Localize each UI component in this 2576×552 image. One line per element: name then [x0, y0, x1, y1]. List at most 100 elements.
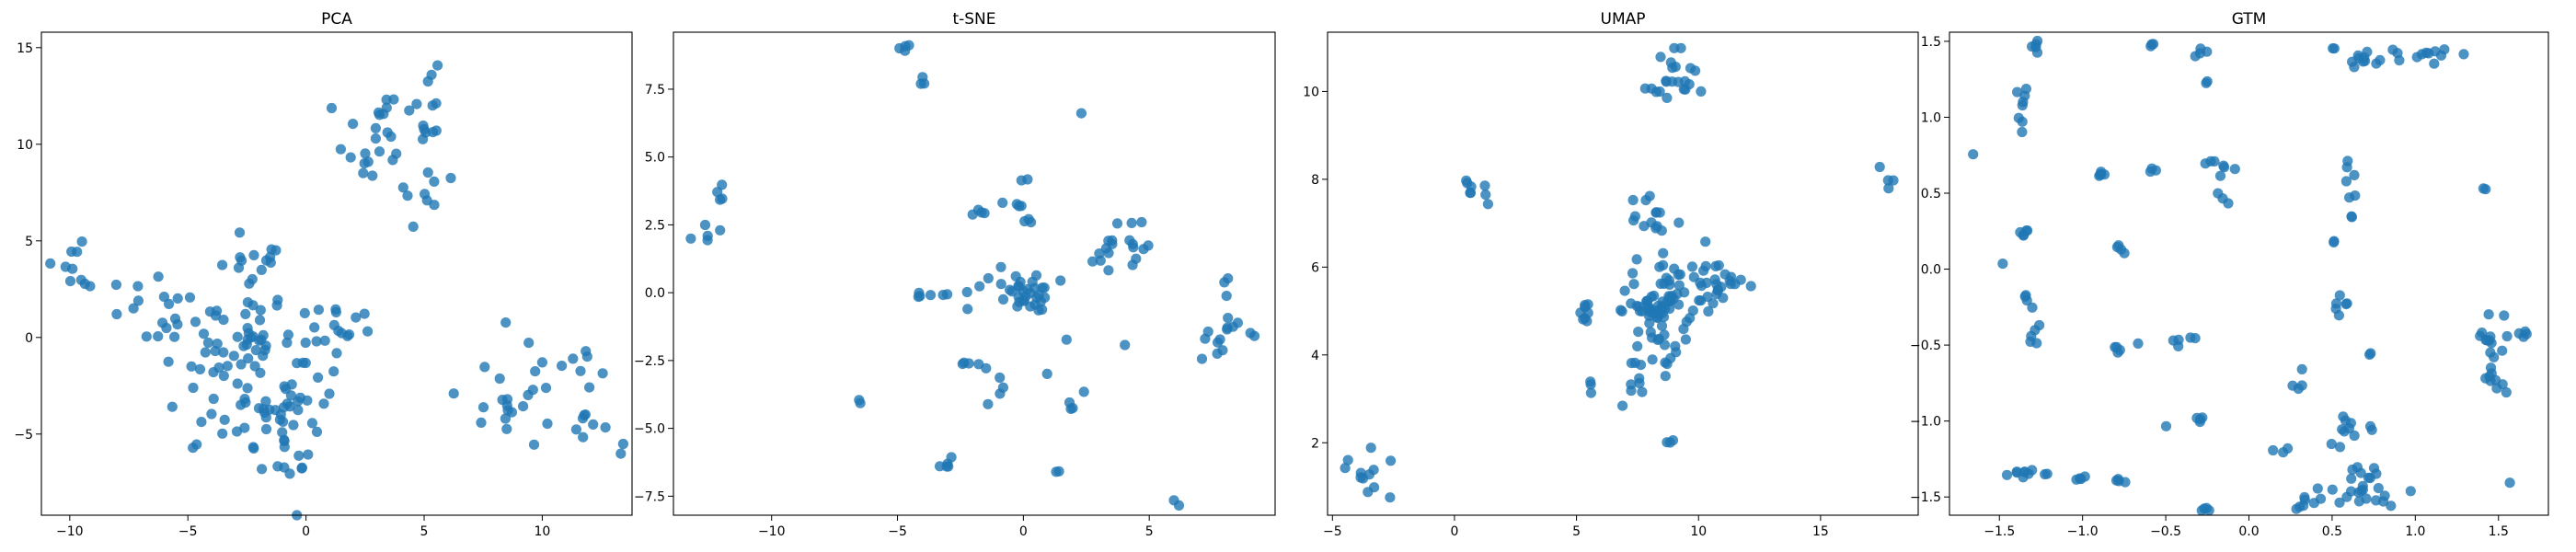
scatter-point — [2341, 298, 2352, 309]
scatter-point — [260, 396, 271, 407]
scatter-point — [2349, 169, 2360, 180]
scatter-point — [1673, 280, 1685, 291]
scatter-point — [1656, 225, 1667, 236]
scatter-point — [306, 418, 317, 429]
scatter-point — [2190, 333, 2201, 344]
scatter-point — [2333, 310, 2344, 321]
scatter-point — [351, 312, 362, 323]
scatter-point — [362, 326, 374, 337]
scatter-point — [997, 197, 1008, 208]
scatter-point — [240, 308, 251, 319]
x-tick-label: 1.5 — [2489, 524, 2509, 539]
scatter-point — [247, 331, 259, 342]
scatter-point — [2475, 330, 2486, 341]
scatter-point — [282, 337, 293, 349]
scatter-point — [292, 358, 303, 369]
x-tick-label: −10 — [758, 524, 786, 539]
scatter-point — [536, 357, 548, 368]
scatter-point — [1631, 254, 1642, 265]
scatter-point — [1655, 52, 1666, 63]
scatter-point — [1712, 285, 1723, 296]
scatter-points — [685, 40, 1260, 512]
scatter-point — [236, 359, 247, 370]
scatter-point — [111, 308, 122, 320]
scatter-point — [331, 348, 342, 359]
scatter-point — [208, 393, 219, 405]
scatter-point — [243, 353, 254, 364]
scatter-point — [2435, 50, 2447, 61]
panel-title: PCA — [321, 10, 352, 29]
y-tick-label: 2.5 — [645, 218, 665, 233]
scatter-point — [2338, 411, 2349, 422]
scatter-point — [250, 345, 261, 356]
scatter-point — [976, 207, 987, 218]
scatter-point — [1027, 276, 1038, 287]
scatter-point — [1143, 240, 1154, 251]
scatter-point — [2020, 290, 2031, 301]
scatter-point — [1479, 180, 1490, 191]
scatter-point — [1997, 259, 2008, 270]
scatter-point — [299, 307, 310, 318]
scatter-point — [45, 258, 56, 269]
x-tick-label: 0.5 — [2322, 524, 2342, 539]
scatter-point — [2113, 476, 2124, 487]
scatter-point — [2278, 447, 2289, 458]
panel-gtm: GTM −1.5 −1.0 −0.5 0.0 0.5 1.0 1.5 −1.5 −1.0 −0.5 0… — [1910, 10, 2549, 539]
scatter-point — [476, 417, 487, 428]
scatter-point — [132, 281, 144, 292]
scatter-point — [1340, 463, 1351, 474]
x-tick-label: 5 — [1572, 524, 1581, 539]
scatter-point — [1687, 305, 1698, 316]
scatter-point — [1075, 108, 1087, 119]
scatter-point — [2027, 302, 2038, 313]
scatter-point — [448, 388, 459, 399]
scatter-point — [167, 401, 178, 412]
y-tick-label: −2.5 — [634, 354, 665, 369]
scatter-point — [330, 306, 341, 317]
scatter-point — [2017, 126, 2028, 138]
scatter-point — [153, 331, 164, 342]
scatter-point — [685, 233, 696, 244]
scatter-point — [2364, 349, 2375, 360]
scatter-point — [1078, 386, 1089, 397]
scatter-point — [600, 422, 611, 433]
scatter-point — [1690, 65, 1701, 76]
scatter-point — [1196, 353, 1208, 364]
scatter-point — [172, 293, 183, 304]
scatter-point — [1480, 190, 1491, 201]
scatter-point — [426, 69, 437, 80]
scatter-point — [981, 362, 992, 374]
scatter-point — [1654, 207, 1665, 218]
y-tick-label: 6 — [1311, 260, 1319, 275]
y-tick-label: −0.5 — [1910, 339, 1941, 353]
scatter-point — [172, 319, 183, 330]
scatter-point — [318, 398, 329, 409]
scatter-point — [712, 187, 723, 198]
scatter-point — [1212, 348, 1223, 359]
scatter-point — [1585, 387, 1596, 398]
scatter-point — [2296, 363, 2307, 374]
scatter-point — [333, 326, 344, 337]
scatter-point — [1103, 265, 1114, 276]
scatter-point — [983, 398, 994, 409]
scatter-point — [1039, 282, 1050, 293]
scatter-point — [388, 94, 399, 105]
scatter-point — [1632, 340, 1643, 351]
scatter-point — [2386, 500, 2397, 512]
scatter-point — [542, 418, 553, 430]
scatter-point — [2364, 420, 2376, 431]
scatter-point — [1037, 304, 1048, 316]
scatter-point — [1627, 194, 1639, 206]
scatter-point — [370, 122, 381, 133]
scatter-point — [422, 167, 433, 178]
scatter-point — [1703, 305, 1714, 317]
scatter-point — [699, 219, 711, 231]
scatter-point — [85, 281, 96, 292]
scatter-point — [1055, 275, 1066, 286]
scatter-point — [348, 119, 359, 130]
scatter-point — [2329, 236, 2340, 247]
x-tick-label: −5 — [178, 524, 198, 539]
scatter-point — [974, 281, 985, 292]
scatter-point — [2513, 328, 2524, 339]
scatter-point — [1659, 339, 1671, 351]
